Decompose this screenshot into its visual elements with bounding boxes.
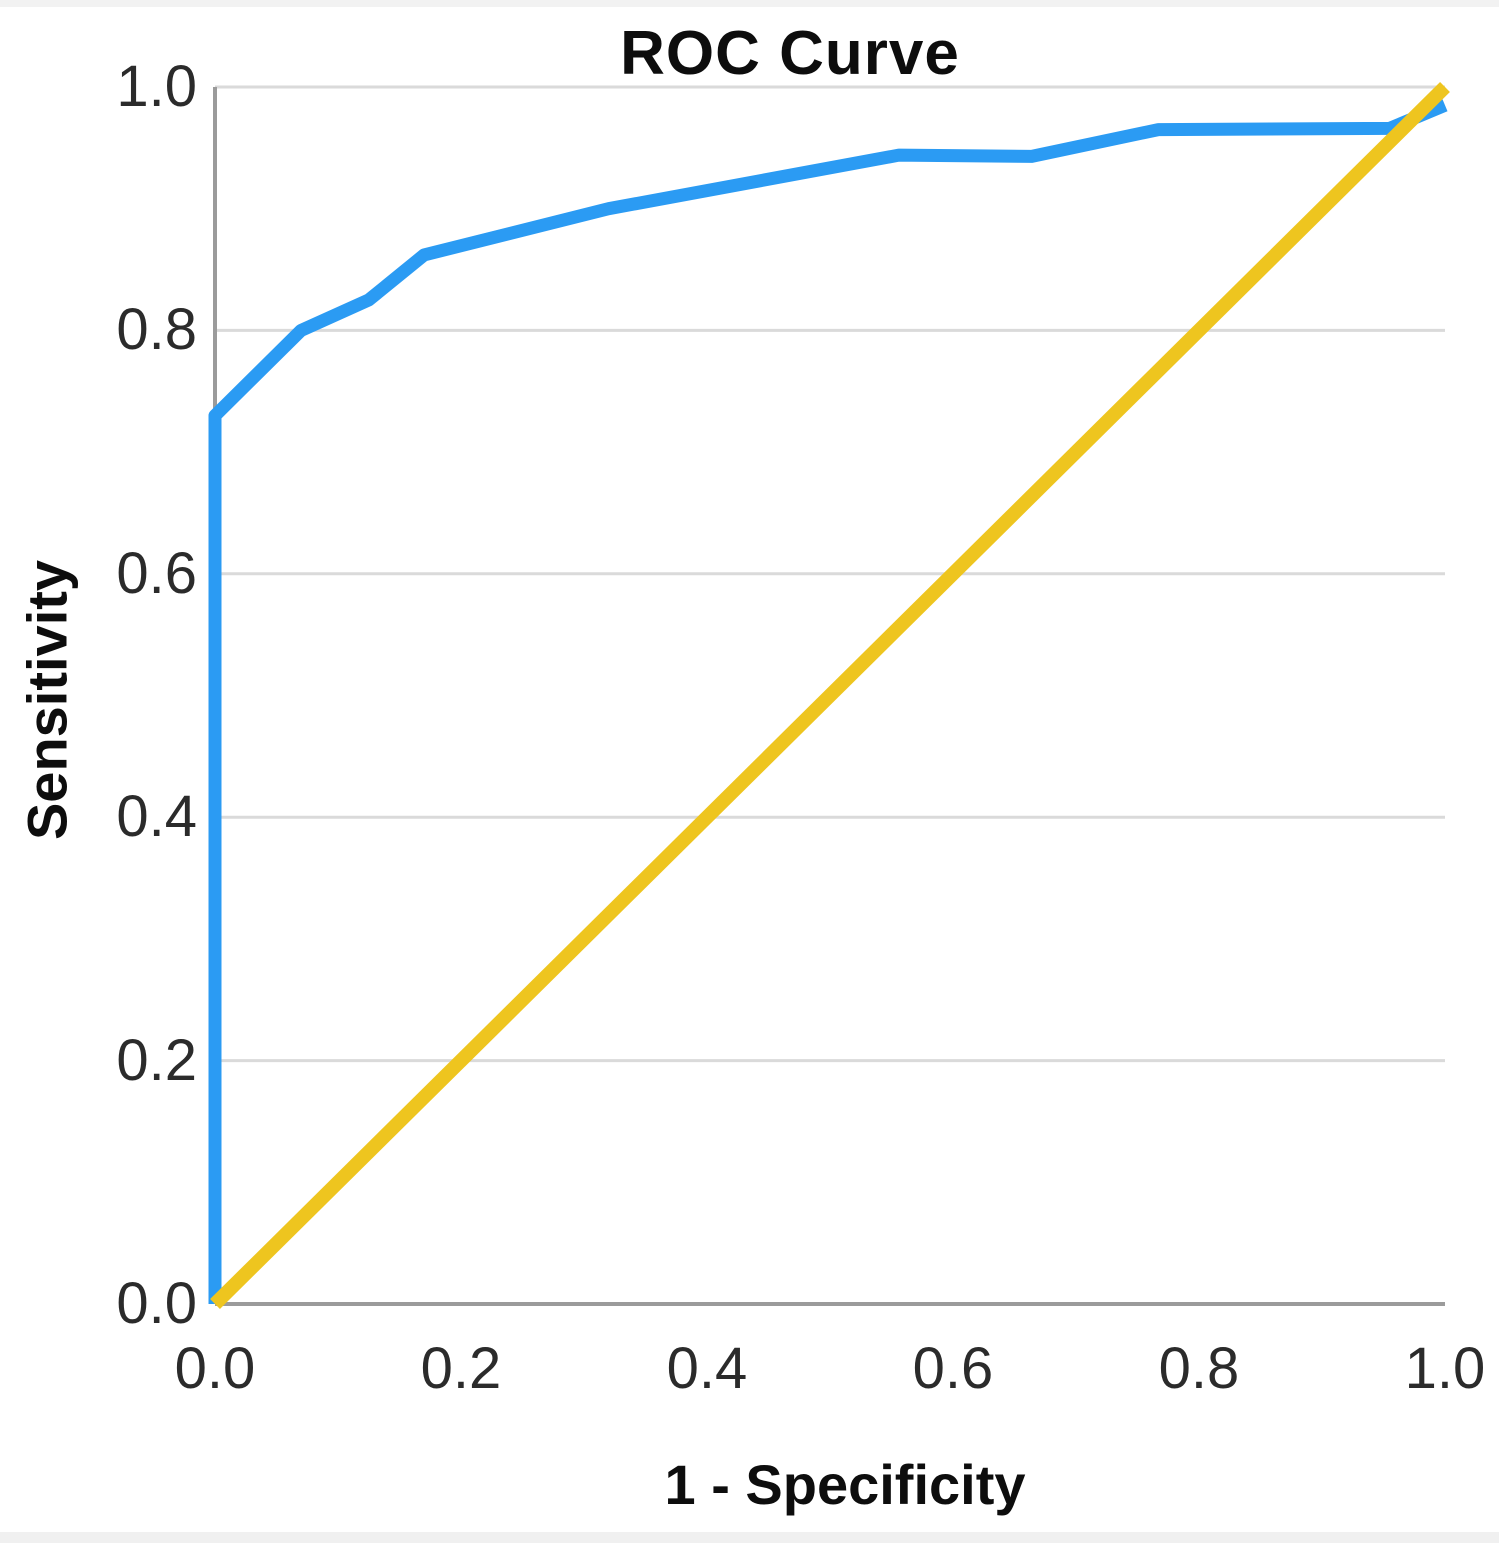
x-tick-label-0.0: 0.0 <box>174 1336 256 1401</box>
series-lines <box>208 82 1450 1309</box>
chart-title: ROC Curve <box>620 19 960 88</box>
y-tick-label-0.2: 0.2 <box>116 1027 197 1093</box>
bottom-edge-band <box>0 1532 1499 1543</box>
y-tick-label-0.4: 0.4 <box>116 784 197 850</box>
x-axis-title: 1 - Specificity <box>664 1453 1026 1516</box>
x-tick-label-1.0: 1.0 <box>1404 1336 1486 1401</box>
y-tick-label-0.8: 0.8 <box>116 297 197 363</box>
x-tick-label-0.2: 0.2 <box>420 1336 502 1401</box>
y-tick-label-0.0: 0.0 <box>116 1271 197 1336</box>
x-tick-label-0.8: 0.8 <box>1158 1336 1240 1401</box>
gridlines <box>215 85 1445 1063</box>
y-tick-label-0.6: 0.6 <box>116 540 197 606</box>
y-tick-label-1.0: 1.0 <box>116 54 197 119</box>
series-line-reference-diagonal <box>210 82 1450 1309</box>
series-line-roc-curve <box>208 99 1448 1304</box>
top-edge-band <box>0 0 1499 7</box>
x-tick-label-0.6: 0.6 <box>912 1336 994 1401</box>
x-tick-label-0.4: 0.4 <box>666 1336 748 1401</box>
